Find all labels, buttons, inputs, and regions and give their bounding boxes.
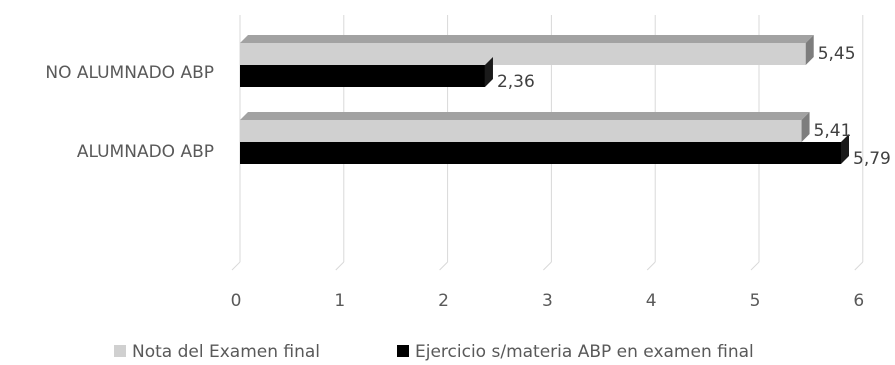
x-axis-tick-labels: 0 1 2 3 4 5 6 <box>231 291 865 311</box>
x-tick-label: 2 <box>438 291 449 311</box>
bar <box>240 112 810 142</box>
data-label: 5,41 <box>814 121 852 141</box>
bar <box>240 134 850 164</box>
bar-top <box>240 35 814 43</box>
bar-side <box>484 57 493 87</box>
data-labels: 5,45 2,36 5,415,79 <box>497 44 891 169</box>
x-tick-label: 4 <box>646 291 657 311</box>
bar-side <box>805 35 814 65</box>
x-tick-label: 1 <box>334 291 345 311</box>
bar-front <box>240 65 485 87</box>
gridline-floor <box>335 261 345 271</box>
category-label: NO ALUMNADO ABP <box>45 63 214 83</box>
x-tick-label: 3 <box>542 291 553 311</box>
x-tick-label: 6 <box>853 291 864 311</box>
x-tick-label: 5 <box>750 291 761 311</box>
x-tick-label: 0 <box>231 291 242 311</box>
bar <box>240 35 814 65</box>
legend: Nota del Examen final Ejercicio s/materia… <box>114 342 754 362</box>
legend-label: Nota del Examen final <box>132 342 320 362</box>
bar-front <box>240 142 842 164</box>
data-label: 2,36 <box>497 72 535 92</box>
legend-swatch <box>397 345 409 357</box>
gridline-floor <box>231 261 241 271</box>
gridline-floor <box>543 261 552 271</box>
bar-top <box>240 112 810 120</box>
legend-swatch <box>114 345 126 357</box>
category-labels: NO ALUMNADO ABP ALUMNADO ABP <box>45 63 214 162</box>
legend-label: Ejercicio s/materia ABP en examen final <box>415 342 754 362</box>
bar <box>240 57 493 87</box>
bar-front <box>240 43 806 65</box>
legend-item: Ejercicio s/materia ABP en examen final <box>397 342 754 362</box>
gridline-floor <box>439 261 448 271</box>
legend-item: Nota del Examen final <box>114 342 320 362</box>
gridline-floor <box>646 261 656 271</box>
bars <box>240 35 850 164</box>
bar-side <box>801 112 810 142</box>
bar-front <box>240 120 802 142</box>
bar-side <box>841 134 850 164</box>
data-label: 5,79 <box>853 149 891 169</box>
data-label: 5,45 <box>818 44 856 64</box>
category-label: ALUMNADO ABP <box>77 142 214 162</box>
gridline-floor <box>854 261 864 271</box>
gridline-floor <box>750 261 760 271</box>
